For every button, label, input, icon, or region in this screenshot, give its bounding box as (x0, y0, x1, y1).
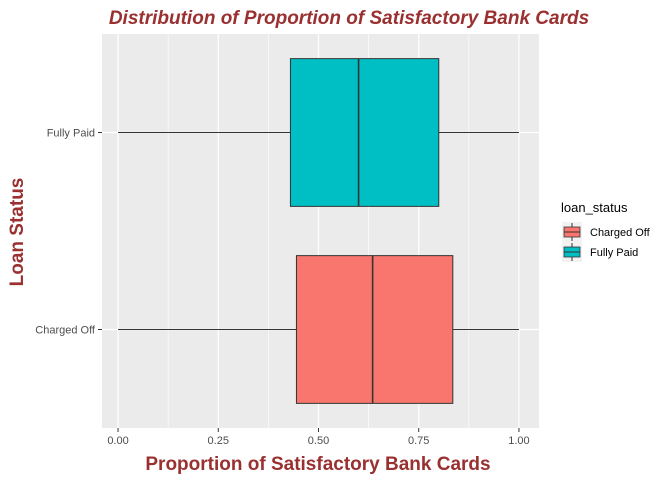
iqr-box (289, 58, 440, 207)
box-fully-paid (118, 58, 519, 207)
box-layer (118, 58, 519, 404)
y-tick-label: Charged Off (35, 325, 96, 337)
box-charged-off (118, 255, 519, 404)
y-axis-title: Loan Status (7, 178, 28, 287)
x-tick-label: 1.00 (508, 435, 529, 447)
y-tick-label: Fully Paid (47, 128, 95, 140)
legend-item: Fully Paid (562, 242, 638, 262)
x-tick-label: 0.25 (208, 435, 229, 447)
legend-label: Fully Paid (590, 247, 638, 259)
iqr-box (295, 255, 454, 404)
chart-title: Distribution of Proportion of Satisfacto… (109, 8, 589, 29)
y-axis-ticks: Charged Off Fully Paid (35, 128, 102, 337)
legend-title: loan_status (561, 200, 628, 215)
legend-item: Charged Off (562, 222, 651, 242)
x-axis-ticks: 0.00 0.25 0.50 0.75 1.00 (107, 428, 530, 447)
x-tick-label: 0.50 (308, 435, 329, 447)
x-tick-label: 0.00 (107, 435, 128, 447)
x-axis-title: Proportion of Satisfactory Bank Cards (145, 454, 490, 475)
legend-label: Charged Off (590, 227, 651, 239)
x-tick-label: 0.75 (408, 435, 429, 447)
legend: loan_status Charged Off Fully Paid (561, 200, 651, 262)
